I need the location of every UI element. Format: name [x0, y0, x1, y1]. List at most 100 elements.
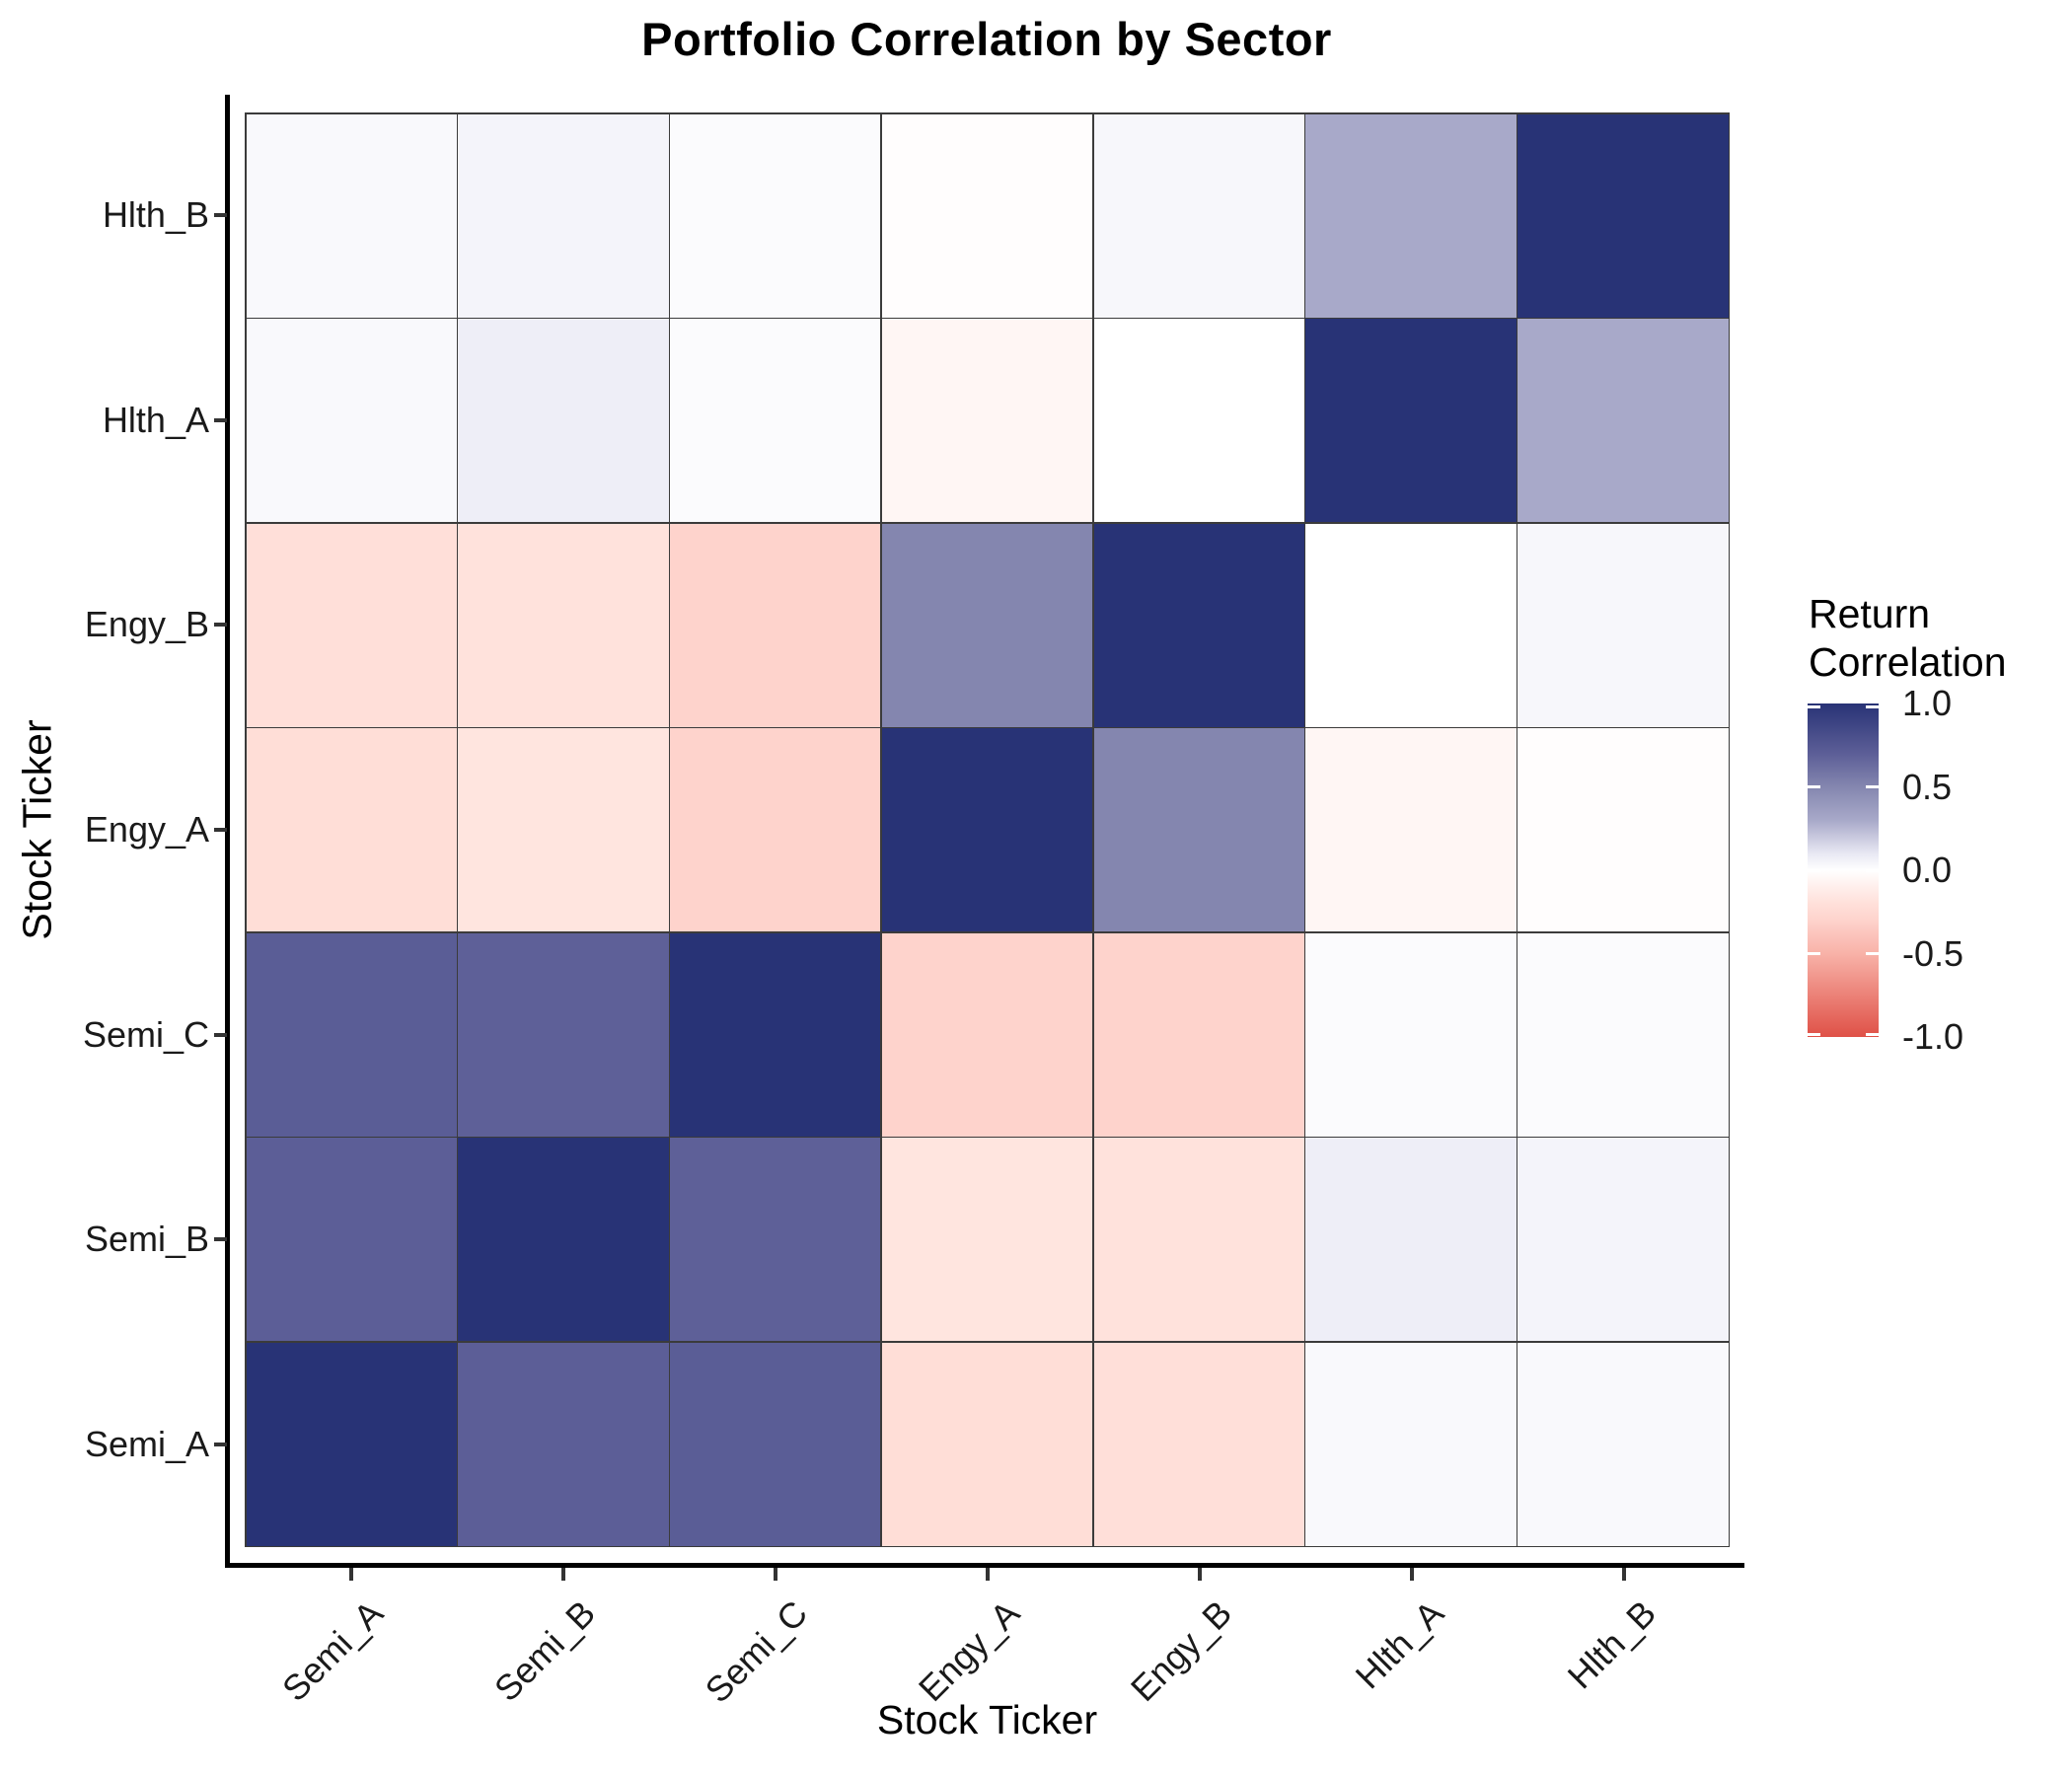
y-tick-label: Hlth_B — [102, 193, 209, 235]
y-tick-mark — [214, 1443, 227, 1447]
heatmap-cell — [1517, 1138, 1729, 1341]
x-axis-title: Stock Ticker — [876, 1697, 1098, 1742]
heatmap-cell — [670, 1138, 881, 1341]
x-tick-mark — [985, 1568, 990, 1581]
heatmap-cell — [1305, 1342, 1517, 1546]
heatmap-cell — [670, 1342, 881, 1546]
heatmap-cell — [246, 728, 457, 931]
heatmap-cell — [246, 1138, 457, 1341]
y-tick-label: Engy_B — [84, 604, 209, 645]
heatmap-cell — [1093, 1138, 1304, 1341]
heatmap-cell — [458, 1138, 669, 1341]
legend-bar-tick — [1866, 868, 1879, 872]
x-tick-label: Hlth_A — [1348, 1592, 1452, 1697]
legend-tick-label: 0.5 — [1902, 766, 1953, 807]
heatmap-cell — [458, 523, 669, 727]
y-axis-line — [225, 95, 230, 1568]
heatmap-cell — [1093, 319, 1304, 522]
legend-bar-tick — [1808, 785, 1820, 788]
y-tick-label: Semi_C — [82, 1013, 209, 1055]
y-tick-label: Semi_A — [84, 1424, 209, 1465]
x-tick-label: Engy_A — [911, 1592, 1028, 1710]
heatmap-cell — [1093, 1342, 1304, 1546]
legend-bar-tick — [1866, 952, 1879, 955]
heatmap-cell — [670, 523, 881, 727]
heatmap-cell — [1305, 113, 1517, 318]
legend-title-line1: Return — [1809, 591, 1931, 636]
heatmap-cell — [1305, 523, 1517, 727]
y-tick-mark — [214, 1032, 227, 1037]
legend-bar-tick — [1808, 952, 1820, 955]
y-tick-mark — [214, 623, 227, 628]
x-tick-label: Semi_C — [697, 1592, 816, 1711]
x-tick-mark — [1409, 1568, 1414, 1581]
x-tick-label: Hlth_B — [1560, 1592, 1665, 1697]
x-tick-mark — [1197, 1568, 1202, 1581]
heatmap-cell — [246, 1342, 457, 1546]
legend-bar-tick — [1808, 704, 1820, 708]
heatmap-cell — [881, 1342, 1093, 1546]
heatmap-cell — [1305, 1138, 1517, 1341]
legend-tick-label: -0.5 — [1902, 932, 1964, 974]
legend-bar-tick — [1808, 868, 1820, 872]
legend-tick-label: -1.0 — [1902, 1016, 1964, 1057]
x-tick-label: Semi_A — [274, 1592, 392, 1710]
heatmap-cell — [1305, 319, 1517, 522]
heatmap-cell — [1305, 728, 1517, 931]
x-tick-mark — [560, 1568, 565, 1581]
heatmap-cell — [1517, 932, 1729, 1137]
heatmap-cell — [881, 728, 1093, 931]
heatmap-cell — [1093, 728, 1304, 931]
chart-title: Portfolio Correlation by Sector — [641, 13, 1332, 65]
heatmap-cell — [881, 523, 1093, 727]
heatmap-cell — [670, 932, 881, 1137]
heatmap-cell — [246, 932, 457, 1137]
x-axis-line — [225, 1563, 1744, 1568]
heatmap-cell — [246, 523, 457, 727]
x-tick-mark — [348, 1568, 353, 1581]
heatmap-cell — [670, 728, 881, 931]
x-tick-label: Engy_B — [1123, 1592, 1240, 1710]
legend-bar-tick — [1866, 704, 1879, 708]
legend-tick-label: 1.0 — [1902, 683, 1953, 723]
y-tick-mark — [214, 1237, 227, 1242]
heatmap-cell — [670, 319, 881, 522]
legend-title-line2: Correlation — [1809, 639, 2007, 685]
x-tick-label: Semi_B — [486, 1592, 604, 1710]
y-tick-mark — [214, 417, 227, 422]
heatmap-cell — [246, 113, 457, 318]
heatmap-cell — [1517, 523, 1729, 727]
legend-bar-tick — [1866, 1032, 1879, 1036]
legend-tick-label: 0.0 — [1902, 850, 1953, 890]
heatmap-cell — [458, 932, 669, 1137]
heatmap-cell — [881, 1138, 1093, 1341]
heatmap-cell — [1517, 1342, 1729, 1546]
y-tick-mark — [214, 828, 227, 832]
heatmap-cell — [458, 1342, 669, 1546]
legend-bar-tick — [1866, 785, 1879, 788]
heatmap-cell — [246, 319, 457, 522]
heatmap-cell — [670, 113, 881, 318]
heatmap-cell — [458, 319, 669, 522]
x-tick-mark — [1621, 1568, 1626, 1581]
heatmap-cell — [1093, 932, 1304, 1137]
heatmap-cell — [881, 319, 1093, 522]
x-tick-mark — [773, 1568, 777, 1581]
legend-title: Return Correlation — [1809, 590, 2007, 687]
heatmap-cell — [1517, 319, 1729, 522]
heatmap-cell — [1517, 728, 1729, 931]
heatmap-cell — [1517, 113, 1729, 318]
y-tick-mark — [214, 212, 227, 217]
heatmap-cell — [881, 113, 1093, 318]
heatmap-grid — [245, 112, 1730, 1547]
heatmap-cell — [1093, 113, 1304, 318]
y-tick-label: Semi_B — [84, 1219, 209, 1260]
heatmap-cell — [881, 932, 1093, 1137]
legend-bar-tick — [1808, 1032, 1820, 1036]
heatmap-cell — [1093, 523, 1304, 727]
heatmap-cell — [458, 728, 669, 931]
y-tick-label: Hlth_A — [102, 399, 209, 440]
heatmap-cell — [458, 113, 669, 318]
heatmap-cell — [1305, 932, 1517, 1137]
